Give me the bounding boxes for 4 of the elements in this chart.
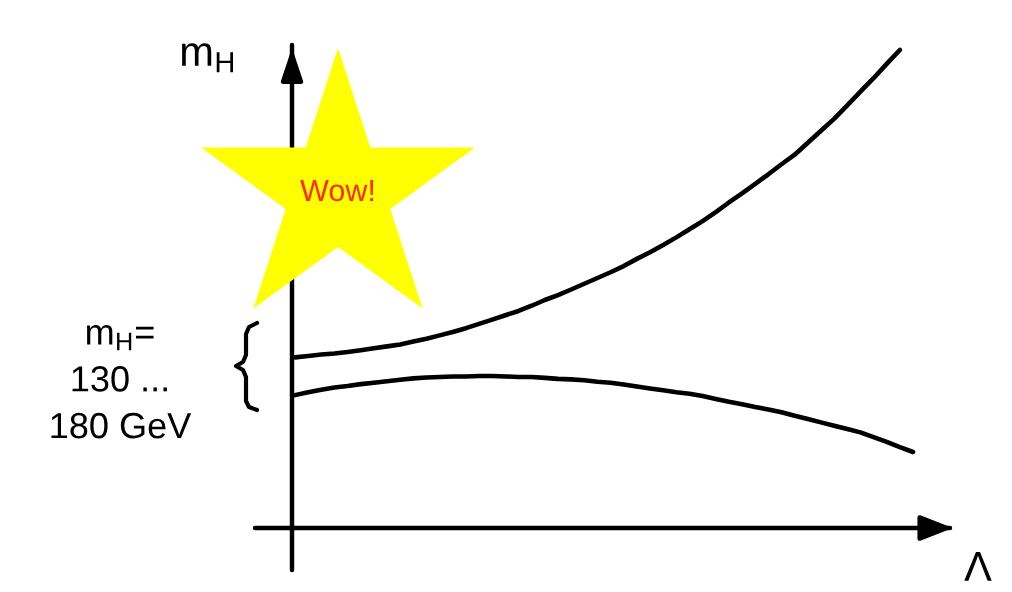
text: m$_{H}$= 130 ... 180 GeV [51, 325, 192, 439]
x-axis-title: Λ [964, 552, 992, 581]
annotation: Wow! [300, 179, 374, 202]
y-axis-title: m$_{H}$ [182, 43, 234, 73]
